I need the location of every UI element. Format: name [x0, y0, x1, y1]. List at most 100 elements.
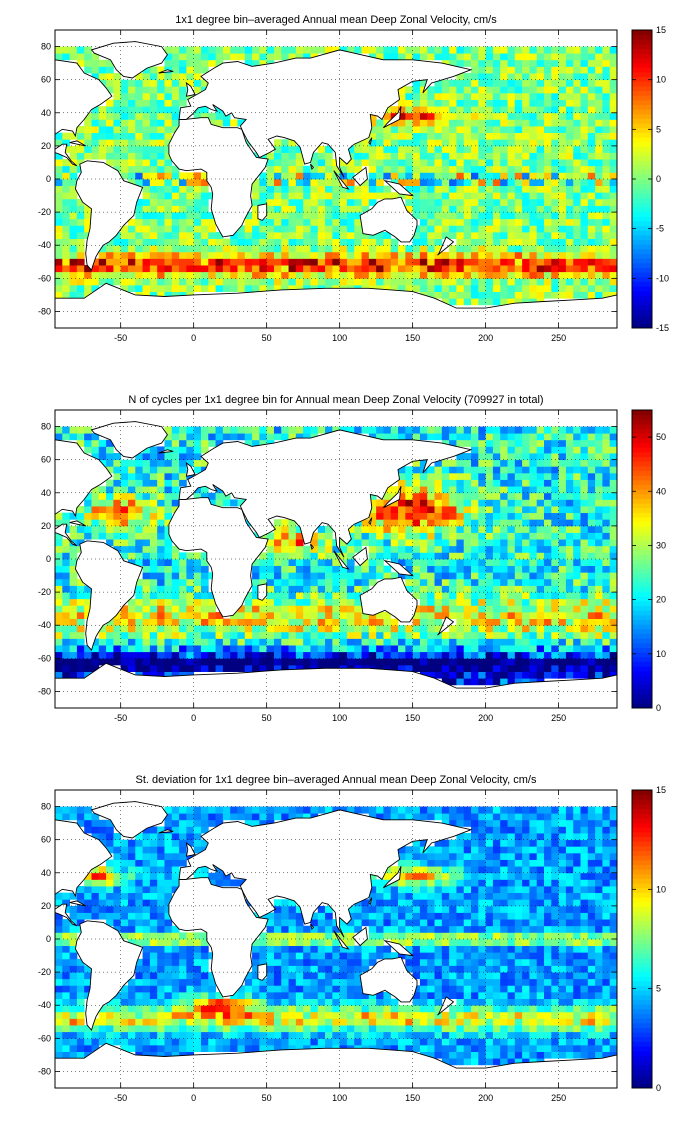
heatmap-cell	[376, 159, 384, 167]
heatmap-cell	[398, 152, 406, 160]
heatmap-cell	[98, 866, 107, 874]
heatmap-cell	[157, 218, 165, 226]
heatmap-cell	[273, 225, 282, 233]
heatmap-cell	[609, 225, 618, 233]
heatmap-cell	[580, 291, 589, 299]
colorbar-step	[632, 437, 652, 444]
heatmap-cell	[259, 625, 268, 633]
heatmap-cell	[434, 46, 443, 54]
heatmap-cell	[69, 152, 78, 160]
heatmap-cell	[412, 592, 421, 600]
heatmap-cell	[215, 645, 224, 653]
heatmap-cell	[310, 638, 319, 646]
heatmap-cell	[529, 165, 538, 173]
heatmap-cell	[507, 119, 516, 127]
heatmap-cell	[441, 598, 450, 606]
heatmap-cell	[171, 278, 180, 286]
heatmap-cell	[441, 132, 450, 140]
heatmap-cell	[565, 66, 574, 74]
heatmap-cell	[376, 231, 384, 239]
heatmap-cells	[55, 46, 618, 306]
heatmap-cell	[558, 512, 567, 520]
heatmap-cell	[551, 618, 560, 626]
heatmap-cell	[565, 512, 574, 520]
heatmap-cell	[69, 1018, 78, 1026]
colorbar-step	[632, 127, 652, 133]
heatmap-cell	[310, 159, 319, 167]
heatmap-cell	[558, 271, 567, 279]
heatmap-cell	[558, 152, 567, 160]
heatmap-cell	[273, 139, 282, 147]
colorbar-step	[632, 239, 652, 245]
heatmap-cell	[164, 245, 173, 253]
heatmap-cell	[317, 585, 326, 593]
heatmap-cell	[252, 59, 260, 67]
heatmap-cell	[427, 179, 435, 187]
heatmap-cell	[609, 112, 618, 120]
heatmap-cell	[602, 618, 611, 626]
heatmap-cell	[310, 251, 319, 259]
heatmap-cell	[478, 165, 487, 173]
heatmap-cell	[376, 625, 384, 633]
heatmap-cell	[325, 598, 333, 606]
heatmap-cell	[602, 126, 611, 134]
heatmap-cell	[91, 258, 100, 266]
heatmap-cell	[398, 519, 406, 527]
heatmap-cell	[215, 625, 224, 633]
heatmap-cell	[142, 218, 151, 226]
heatmap-cell	[135, 611, 143, 619]
heatmap-cell	[514, 251, 523, 259]
heatmap-cell	[595, 472, 603, 480]
heatmap-cell	[193, 572, 202, 580]
heatmap-cell	[259, 265, 268, 273]
heatmap-cell	[558, 453, 567, 461]
heatmap-cell	[500, 512, 508, 520]
heatmap-cell	[463, 559, 472, 567]
heatmap-cell	[405, 572, 414, 580]
heatmap-cell	[346, 618, 355, 626]
heatmap-cell	[427, 618, 435, 626]
heatmap-cell	[587, 532, 596, 540]
heatmap-cell	[69, 972, 78, 980]
heatmap-cell	[127, 92, 136, 100]
heatmap-cell	[398, 112, 406, 120]
heatmap-cell	[500, 172, 508, 180]
heatmap-cell	[551, 506, 560, 514]
heatmap-cell	[303, 198, 311, 206]
heatmap-cell	[244, 638, 253, 646]
heatmap-cell	[266, 611, 275, 619]
heatmap-cell	[346, 265, 355, 273]
heatmap-cell	[200, 172, 209, 180]
heatmap-cell	[507, 651, 516, 659]
heatmap-cell	[478, 446, 487, 454]
heatmap-cell	[471, 185, 479, 193]
heatmap-cell	[478, 645, 487, 653]
heatmap-cell	[325, 198, 333, 206]
coastline	[74, 540, 144, 652]
heatmap-cell	[449, 53, 457, 61]
heatmap-cell	[266, 618, 275, 626]
heatmap-cell	[84, 664, 92, 672]
heatmap-cell	[565, 532, 574, 540]
heatmap-cell	[186, 625, 195, 633]
heatmap-cell	[551, 271, 560, 279]
heatmap-cell	[106, 886, 114, 894]
heatmap-cell	[295, 565, 304, 573]
heatmap-cell	[471, 66, 479, 74]
heatmap-cell	[237, 645, 246, 653]
heatmap-cell	[142, 132, 151, 140]
heatmap-cell	[507, 284, 516, 292]
heatmap-cell	[522, 59, 530, 67]
heatmap-cell	[208, 112, 216, 120]
heatmap-cell	[84, 119, 92, 127]
heatmap-cell	[565, 172, 574, 180]
heatmap-cell	[434, 132, 443, 140]
heatmap-cell	[149, 112, 158, 120]
colorbar-step	[632, 53, 652, 59]
heatmap-cell	[544, 559, 552, 567]
colorbar-tick-label: 10	[656, 649, 666, 659]
heatmap-cell	[522, 552, 530, 560]
heatmap-cell	[471, 439, 479, 447]
heatmap-cell	[558, 258, 567, 266]
heatmap-cell	[478, 145, 487, 153]
